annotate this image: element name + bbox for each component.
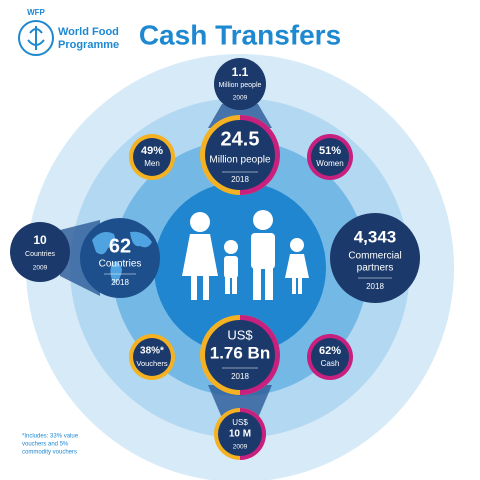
- value: 24.5: [221, 128, 260, 150]
- value: 10: [33, 233, 47, 247]
- year: 2018: [366, 282, 384, 291]
- family-icon: [182, 210, 309, 300]
- label: Million people: [209, 155, 271, 166]
- circle: [311, 138, 349, 176]
- title: Cash Transfers: [139, 19, 341, 50]
- label: Countries: [25, 251, 55, 258]
- currency: US$: [227, 327, 253, 342]
- circle: [205, 120, 275, 190]
- circle: [311, 338, 349, 376]
- value: 49%: [141, 145, 163, 157]
- logo-name: World Food: [58, 26, 119, 38]
- circle: [214, 58, 266, 110]
- value: 38%*: [140, 346, 164, 357]
- label: Commercial: [348, 251, 401, 262]
- currency: US$: [232, 418, 248, 427]
- footnote: commodity vouchers: [22, 450, 77, 456]
- label: Countries: [99, 259, 142, 270]
- year: 2018: [231, 372, 249, 381]
- circle: [218, 412, 262, 456]
- value: 10 M: [229, 429, 251, 440]
- connector-bottom: [208, 385, 272, 418]
- label: Cash: [321, 359, 340, 368]
- year: 2018: [231, 175, 249, 184]
- circle: [133, 338, 171, 376]
- footnote: *Includes: 33% value: [22, 434, 79, 440]
- year: 2009: [233, 95, 248, 102]
- label: Vouchers: [136, 359, 168, 368]
- year: 2009: [33, 265, 48, 272]
- value: 62%: [319, 345, 341, 357]
- logo-acronym: WFP: [27, 8, 45, 17]
- footnote: vouchers and 5%: [22, 442, 69, 448]
- circle: [133, 138, 171, 176]
- circle: [205, 320, 275, 390]
- value: 1.1: [232, 65, 249, 79]
- circle: [10, 222, 70, 282]
- label: partners: [357, 263, 394, 274]
- value: 51%: [319, 145, 341, 157]
- label: Women: [316, 159, 343, 168]
- year: 2018: [111, 278, 129, 287]
- circle: [330, 213, 420, 303]
- value: 4,343: [354, 227, 397, 246]
- logo-name: Programme: [58, 39, 119, 51]
- value: 1.76 Bn: [210, 343, 270, 362]
- label: Men: [144, 159, 160, 168]
- logo: WFP World Food Programme: [18, 8, 119, 56]
- globe-land: [92, 231, 152, 284]
- value: 62: [109, 235, 131, 257]
- label: Million people: [219, 82, 262, 89]
- year: 2009: [233, 444, 248, 451]
